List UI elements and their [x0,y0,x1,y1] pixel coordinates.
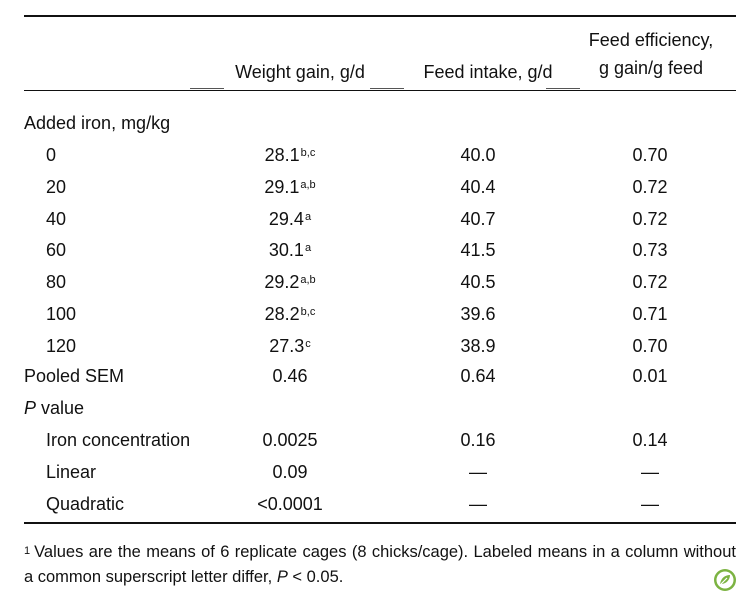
weight-gain-value: 27.3 [269,335,305,356]
row-weight-gain: 30.1a [200,238,380,262]
p-row-label: Quadratic [46,493,125,514]
column-rule-feed-intake [370,88,404,89]
table-bottom-rule [24,522,736,524]
p-row-weight-gain: 0.09 [272,461,308,482]
table-header-rule [24,90,736,91]
row-label: 120 [46,335,77,356]
p-value-label-rest: value [36,398,85,418]
weight-gain-superscript: c [305,337,311,350]
weight-gain-value: 29.2 [264,272,300,293]
footnote-italic-p: P [276,568,288,586]
p-value-label: P value [24,396,84,420]
row-feed-intake: 40.5 [460,272,496,293]
row-feed-intake: 40.4 [460,176,496,197]
weight-gain-value: 29.1 [264,176,300,197]
table-top-rule [24,15,736,17]
weight-gain-superscript: a [304,210,312,223]
row-feed-efficiency: 0.70 [632,335,668,356]
pooled-sem-label: Pooled SEM [24,366,125,386]
row-weight-gain: 29.1a,b [200,175,380,199]
weight-gain-value: 28.2 [264,304,300,324]
p-row-feed-intake: — [469,461,487,482]
column-rule-weight-gain [190,88,224,89]
row-label: 100 [46,304,77,324]
row-feed-intake: 40.0 [460,145,496,165]
row-weight-gain: 28.2b,c [200,302,380,326]
p-value-italic-p: P [24,398,37,418]
leaf-logo-icon [714,569,736,591]
footnote-marker: 1 [24,545,31,557]
footnote-text-after: < 0.05. [287,568,344,586]
row-feed-intake: 41.5 [460,240,496,261]
row-weight-gain: 29.2a,b [200,270,380,294]
weight-gain-value: 30.1 [268,240,304,261]
weight-gain-superscript: a,b [300,274,316,287]
column-rule-feed-efficiency [546,88,580,89]
pooled-sem-feed-efficiency: 0.01 [632,366,668,386]
header-feed-efficiency-line1: Feed efficiency, [588,30,714,50]
row-label: 40 [46,208,67,229]
p-row-feed-efficiency: — [641,493,659,514]
row-feed-efficiency: 0.72 [632,272,668,293]
p-row-feed-intake: 0.16 [460,430,496,450]
row-weight-gain: 27.3c [200,334,380,358]
weight-gain-superscript: a,b [300,178,316,191]
weight-gain-value: 29.4 [268,208,304,229]
weight-gain-superscript: a [304,242,312,255]
weight-gain-value: 28.1 [264,145,300,165]
row-feed-intake: 38.9 [460,335,496,356]
row-feed-efficiency: 0.71 [632,304,668,324]
p-row-weight-gain: 0.0025 [262,430,318,450]
row-feed-efficiency: 0.73 [632,240,668,261]
row-feed-efficiency: 0.70 [632,145,668,165]
row-weight-gain: 28.1b,c [200,143,380,167]
row-label: 0 [46,145,57,165]
weight-gain-superscript: b,c [300,147,316,159]
row-label: 60 [46,240,67,261]
pooled-sem-feed-intake: 0.64 [460,366,496,386]
header-weight-gain: Weight gain, g/d [235,62,365,82]
p-row-feed-efficiency: 0.14 [632,430,668,450]
row-weight-gain: 29.4a [200,207,380,231]
header-feed-efficiency: Feed efficiency, g gain/g feed [555,26,747,82]
p-row-label: Linear [46,461,97,482]
table-footnote: 1 Values are the means of 6 replicate cag… [24,540,736,590]
row-label: 80 [46,272,67,293]
pooled-sem-weight-gain: 0.46 [272,366,308,386]
p-row-weight-gain: <0.0001 [257,493,323,514]
row-feed-efficiency: 0.72 [632,176,668,197]
footnote-text-before: Values are the means of 6 replicate cage… [24,543,736,586]
header-feed-efficiency-line2: g gain/g feed [598,58,704,78]
p-row-feed-intake: — [469,493,487,514]
row-label: 20 [46,176,67,197]
p-row-feed-efficiency: — [641,461,659,482]
weight-gain-superscript: b,c [300,306,316,318]
p-row-label: Iron concentration [46,430,191,450]
row-feed-intake: 40.7 [460,208,496,229]
row-feed-efficiency: 0.72 [632,208,668,229]
header-feed-intake: Feed intake, g/d [423,62,553,82]
section-added-iron: Added iron, mg/kg [24,113,171,133]
row-feed-intake: 39.6 [460,304,496,324]
